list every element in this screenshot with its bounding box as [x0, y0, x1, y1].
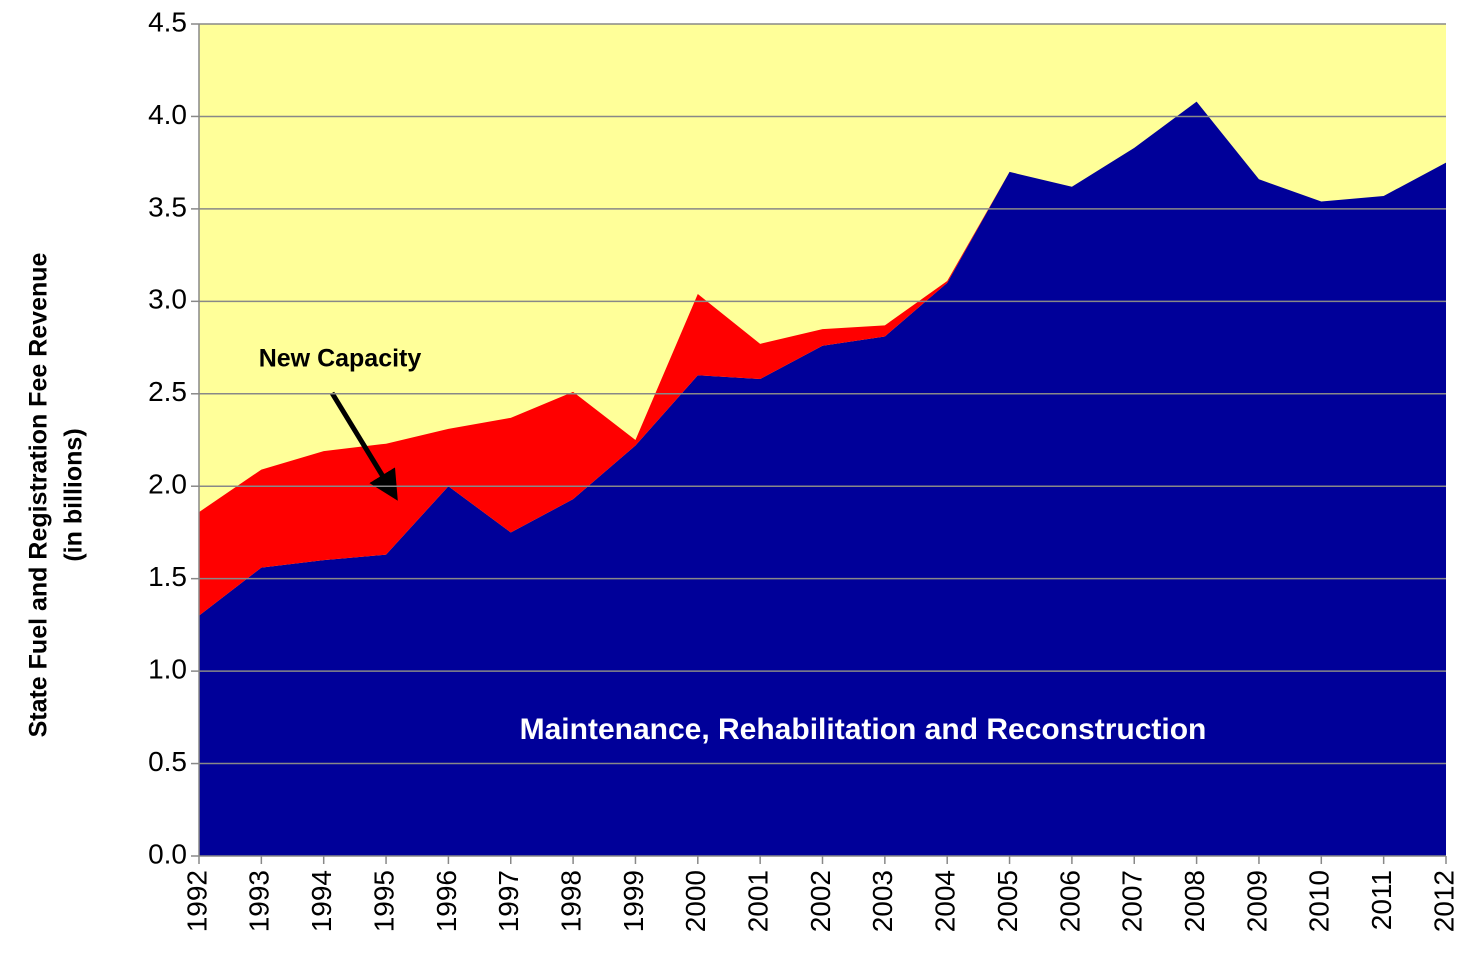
arrow	[329, 391, 398, 501]
y-tick-label: 1.0	[148, 654, 187, 685]
x-tick-label: 2002	[805, 870, 836, 932]
x-tick-label: 2011	[1366, 870, 1397, 930]
area-label: New Capacity	[259, 345, 422, 373]
y-tick-label: 1.5	[148, 561, 187, 592]
area	[199, 101, 1446, 616]
y-tick-label: 2.5	[148, 376, 187, 407]
x-tick-label: 2000	[680, 870, 711, 932]
y-tick-label: 0.5	[148, 746, 187, 777]
x-tick-label: 1992	[181, 870, 212, 932]
y-tick-label: 3.5	[148, 191, 187, 222]
x-tick-label: 1997	[493, 870, 524, 932]
x-tick-label: 1993	[244, 870, 275, 932]
y-tick-label: 0.0	[148, 838, 187, 869]
x-tick-label: 1995	[368, 870, 399, 932]
x-tick-label: 2010	[1304, 870, 1335, 932]
plot-area	[199, 24, 1446, 857]
y-tick-label: 3.0	[148, 284, 187, 315]
area	[199, 101, 1446, 857]
x-tick-label: 1996	[431, 870, 462, 932]
x-tick-label: 2001	[743, 870, 774, 932]
x-tick-label: 1998	[555, 870, 586, 932]
x-tick-label: 2006	[1054, 870, 1085, 932]
x-tick-label: 1999	[618, 870, 649, 932]
x-tick-label: 1994	[306, 870, 337, 932]
x-tick-label: 2005	[992, 870, 1023, 932]
y-axis-label: State Fuel and Registration Fee Revenue	[25, 252, 53, 737]
x-tick-label: 2003	[867, 870, 898, 932]
x-tick-label: 2007	[1117, 870, 1148, 932]
y-tick-label: 4.5	[148, 6, 187, 37]
y-tick-label: 4.0	[148, 99, 187, 130]
y-axis-label: (in billions)	[60, 428, 88, 561]
area-label: Maintenance, Rehabilitation and Reconstr…	[520, 713, 1207, 746]
x-tick-label: 2004	[930, 870, 961, 932]
x-tick-label: 2012	[1428, 870, 1459, 932]
x-tick-label: 2008	[1179, 870, 1210, 932]
x-tick-label: 2009	[1241, 870, 1272, 932]
y-tick-label: 2.0	[148, 469, 187, 500]
